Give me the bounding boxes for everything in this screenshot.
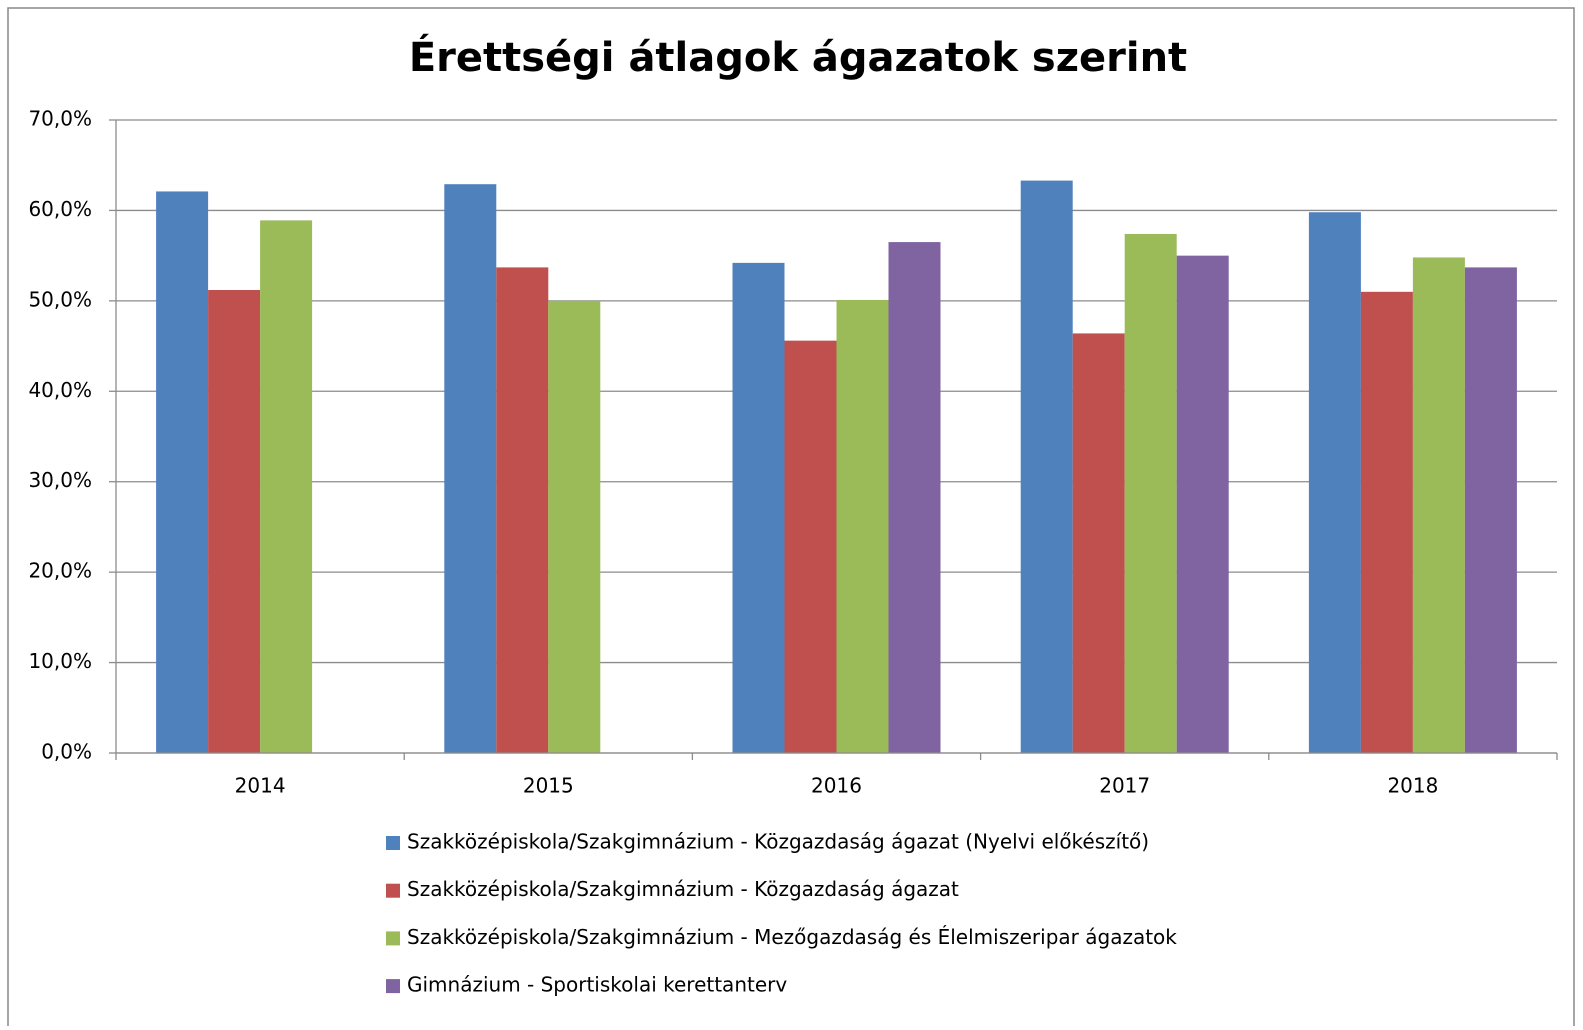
legend-swatch bbox=[386, 883, 400, 898]
bar bbox=[1360, 291, 1413, 753]
bar bbox=[548, 300, 601, 753]
y-tick-label: 40,0% bbox=[28, 378, 92, 402]
bar bbox=[1072, 333, 1125, 753]
y-tick-label: 70,0% bbox=[28, 107, 92, 131]
bar bbox=[444, 184, 497, 753]
y-tick-label: 50,0% bbox=[28, 287, 92, 311]
legend-swatch bbox=[386, 836, 400, 850]
bar bbox=[784, 340, 837, 753]
x-tick-label: 2015 bbox=[523, 774, 574, 798]
bar bbox=[1412, 257, 1465, 753]
x-tick-label: 2018 bbox=[1387, 774, 1438, 798]
bar bbox=[1020, 180, 1073, 753]
y-tick-label: 10,0% bbox=[28, 649, 92, 673]
bar bbox=[1464, 267, 1517, 753]
bar bbox=[156, 191, 209, 753]
x-tick-label: 2016 bbox=[811, 774, 862, 798]
x-tick-label: 2017 bbox=[1099, 774, 1150, 798]
bar bbox=[208, 290, 261, 753]
bar bbox=[1176, 255, 1229, 753]
y-tick-label: 0,0% bbox=[41, 740, 92, 764]
bar bbox=[1308, 212, 1361, 754]
bar bbox=[260, 220, 313, 753]
legend-label: Szakközépiskola/Szakgimnázium - Mezőgazd… bbox=[407, 925, 1177, 949]
y-tick-label: 30,0% bbox=[28, 468, 92, 492]
x-tick-label: 2014 bbox=[235, 774, 286, 798]
y-tick-label: 60,0% bbox=[28, 197, 92, 221]
bar bbox=[732, 262, 785, 753]
legend-swatch bbox=[386, 931, 400, 946]
bar bbox=[836, 299, 889, 753]
legend-label: Szakközépiskola/Szakgimnázium - Közgazda… bbox=[407, 877, 959, 901]
chart-title: Érettségi átlagok ágazatok szerint bbox=[409, 33, 1187, 81]
bar bbox=[1124, 233, 1177, 753]
bar bbox=[888, 242, 941, 754]
y-tick-label: 20,0% bbox=[28, 559, 92, 583]
bar bbox=[496, 267, 549, 753]
legend-label: Szakközépiskola/Szakgimnázium - Közgazda… bbox=[407, 830, 1149, 854]
legend-label: Gimnázium - Sportiskolai kerettanterv bbox=[407, 973, 787, 997]
legend-swatch bbox=[386, 979, 400, 994]
